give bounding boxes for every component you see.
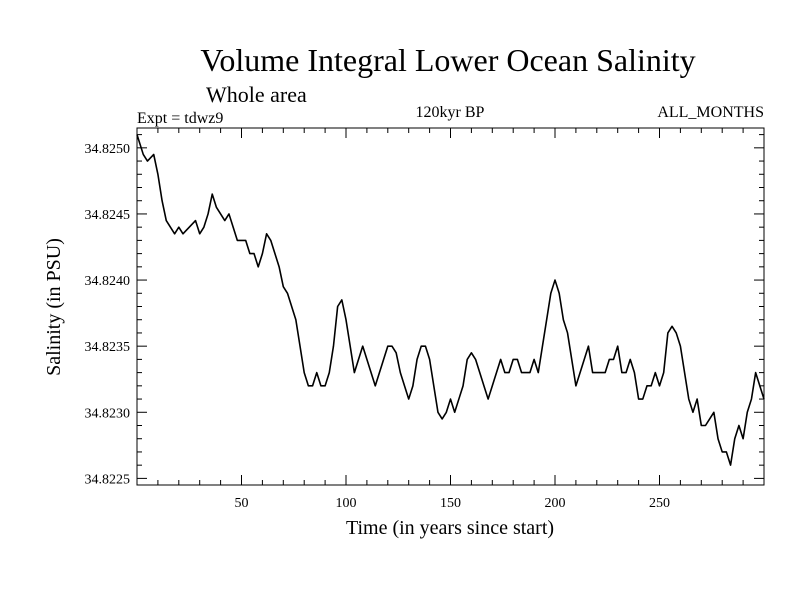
months-label: ALL_MONTHS	[657, 104, 764, 121]
y-axis-label: Salinity (in PSU)	[43, 238, 65, 376]
chart-subtitle: Whole area	[206, 82, 307, 107]
y-tick-label: 34.8235	[85, 340, 131, 355]
y-tick-label: 34.8230	[85, 406, 131, 421]
chart-title: Volume Integral Lower Ocean Salinity	[200, 42, 695, 78]
x-axis-label: Time (in years since start)	[346, 517, 554, 539]
axis-ticks	[137, 128, 764, 485]
salinity-series-line	[136, 134, 765, 466]
y-tick-label: 34.8240	[85, 274, 131, 289]
x-tick-label: 200	[545, 496, 566, 511]
y-tick-label: 34.8225	[85, 472, 131, 487]
x-tick-label: 50	[235, 496, 249, 511]
period-label: 120kyr BP	[416, 104, 485, 121]
experiment-label: Expt = tdwz9	[137, 110, 223, 127]
x-tick-label: 250	[649, 496, 670, 511]
x-tick-label: 100	[336, 496, 357, 511]
axis-tick-labels: 50 100 150 200 250 34.8225 34.8230 34.8235 34.82…	[85, 142, 671, 511]
y-tick-label: 34.8245	[85, 208, 131, 223]
plot-frame	[136, 127, 765, 486]
x-tick-label: 150	[440, 496, 461, 511]
y-tick-label: 34.8250	[85, 142, 131, 157]
